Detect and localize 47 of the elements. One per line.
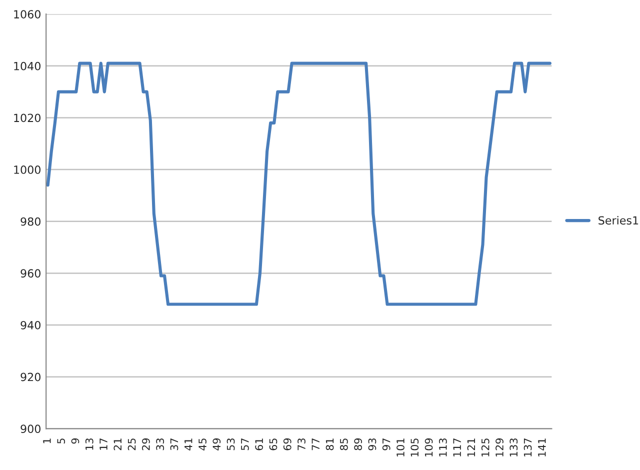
x-tick-label: 21 [114, 438, 122, 450]
x-tick-label: 65 [269, 438, 278, 450]
line-series [46, 62, 552, 306]
x-tick-label: 41 [184, 438, 192, 450]
x-tick-label: 89 [354, 438, 362, 450]
x-tick-label: 5 [57, 438, 66, 444]
x-tick-label: 9 [71, 438, 80, 444]
y-tick-label: 960 [20, 269, 40, 278]
x-tick-label: 13 [85, 438, 94, 450]
x-tick-label: 109 [424, 438, 433, 456]
x-tick-label: 141 [538, 438, 546, 456]
y-tick-label: 1020 [14, 114, 40, 122]
x-tick-label: 137 [524, 438, 532, 456]
x-tick-label: 25 [128, 438, 136, 450]
x-tick-label: 105 [410, 438, 419, 456]
x-tick-label: 81 [326, 438, 334, 450]
x-tick-label: 61 [255, 438, 264, 450]
y-tick-label: 980 [20, 217, 40, 226]
x-tick-label: 73 [298, 438, 306, 450]
y-tick-label: 1040 [14, 62, 40, 70]
x-tick-label: 53 [226, 438, 235, 450]
x-tick-label: 133 [510, 438, 518, 456]
x-tick-label: 45 [198, 438, 206, 450]
x-tick-label: 101 [396, 438, 404, 456]
y-tick-label: 1000 [14, 166, 40, 174]
x-tick-label: 85 [340, 438, 348, 450]
y-tick-label: 1060 [14, 10, 40, 18]
x-tick-label: 129 [496, 438, 504, 456]
x-tick-label: 37 [170, 438, 178, 450]
x-tick-label: 33 [156, 438, 164, 450]
x-tick-label: 69 [283, 438, 292, 450]
x-tick-label: 113 [438, 438, 447, 456]
x-tick-label: 97 [382, 438, 390, 450]
x-tick-label: 17 [100, 438, 108, 450]
x-tick-label: 1 [43, 438, 51, 444]
x-tick-label: 93 [368, 438, 376, 450]
x-tick-label: 117 [453, 438, 461, 456]
x-tick-label: 49 [212, 438, 221, 450]
x-tick-label: 125 [481, 438, 490, 456]
x-tick-label: 29 [142, 438, 150, 450]
legend-label: Series1 [598, 216, 638, 225]
x-tick-label: 57 [241, 438, 249, 450]
x-tick-label: 77 [312, 438, 320, 450]
y-tick-label: 940 [20, 320, 40, 330]
y-tick-label: 900 [20, 424, 40, 434]
y-tick-label: 920 [20, 372, 40, 382]
x-tick-label: 121 [467, 438, 475, 456]
